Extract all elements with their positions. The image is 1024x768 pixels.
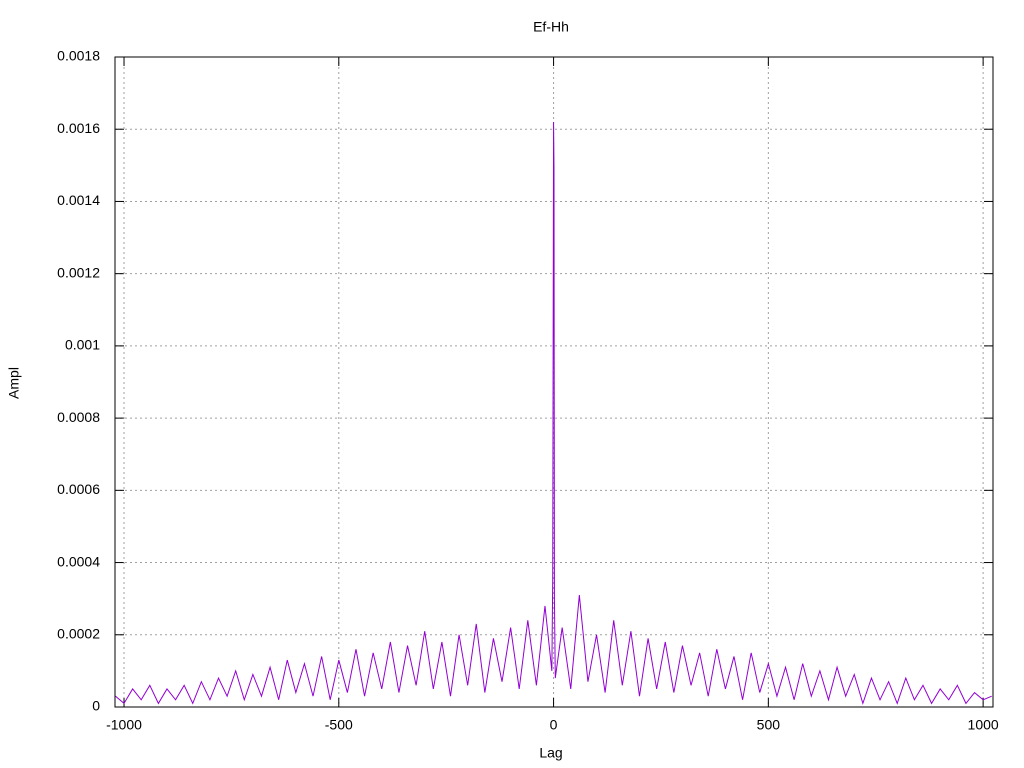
data-line (115, 121, 992, 706)
y-tick-label: 0.0018 (57, 48, 100, 64)
y-tick-label: 0.001 (65, 337, 100, 353)
x-tick-label: 1000 (968, 717, 999, 733)
x-tick-label: -500 (325, 717, 353, 733)
y-tick-label: 0.0002 (57, 625, 100, 641)
y-tick-label: 0.0014 (57, 192, 100, 208)
y-tick-label: 0.0016 (57, 120, 100, 136)
x-tick-label: -1000 (106, 717, 142, 733)
y-tick-label: 0.0008 (57, 409, 100, 425)
chart-title: Ef-Hh (533, 19, 569, 35)
y-tick-label: 0.0012 (57, 264, 100, 280)
x-tick-label: 500 (757, 717, 781, 733)
y-tick-label: 0.0004 (57, 553, 100, 569)
y-axis-label: Ampl (6, 367, 22, 399)
x-tick-label: 0 (550, 717, 558, 733)
y-tick-label: 0 (92, 698, 100, 714)
x-axis-label: Lag (539, 745, 562, 761)
y-tick-label: 0.0006 (57, 481, 100, 497)
